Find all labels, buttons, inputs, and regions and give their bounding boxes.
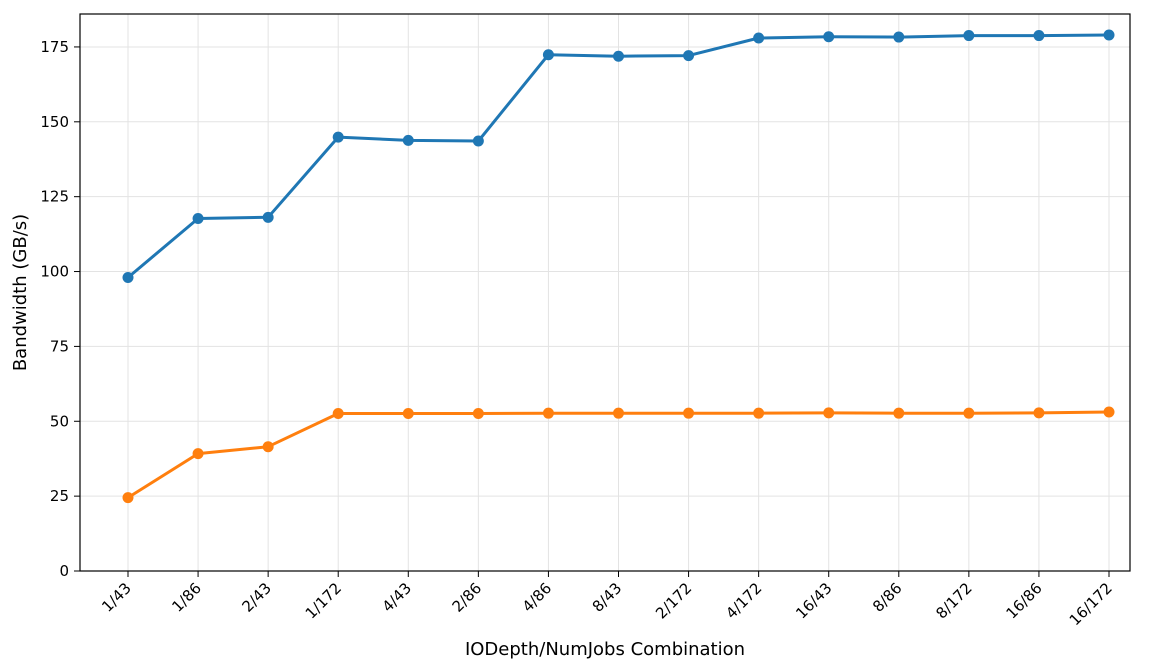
x-tick-label: 8/172 [932, 579, 975, 622]
data-point [332, 131, 344, 143]
y-axis: 0 25 50 75 100 125 150 175 [40, 38, 80, 580]
x-tick-label: 8/43 [589, 579, 626, 616]
data-point [613, 407, 624, 419]
x-tick-label: 1/172 [302, 579, 345, 622]
series-layer [122, 29, 1115, 504]
x-tick-label: 8/86 [869, 579, 906, 616]
data-point [122, 492, 134, 504]
x-tick-label: 16/43 [792, 579, 835, 622]
data-point [823, 31, 835, 43]
data-point [122, 272, 134, 284]
grid-lines [80, 14, 1130, 572]
x-tick-label: 16/172 [1066, 579, 1116, 629]
x-tick-label: 1/43 [98, 579, 135, 616]
data-point [192, 448, 204, 460]
x-axis: 1/43 1/86 2/43 1/172 4/43 2/86 4/86 8/43 2/172 4/… [98, 571, 1116, 629]
data-point [613, 50, 624, 62]
y-tick-label: 125 [40, 188, 69, 206]
data-point [262, 211, 274, 223]
data-point [683, 407, 695, 419]
data-point [1033, 407, 1045, 419]
data-point [1033, 30, 1045, 42]
x-tick-label: 2/172 [652, 579, 695, 622]
y-tick-label: 50 [50, 412, 69, 430]
y-axis-label: Bandwidth (GB/s) [10, 214, 31, 371]
data-point [472, 135, 484, 147]
data-point [963, 30, 975, 42]
series-1 [122, 29, 1115, 284]
y-tick-label: 150 [40, 113, 69, 131]
data-point [683, 50, 695, 62]
data-point [753, 32, 765, 44]
data-point [262, 441, 274, 453]
data-point [1103, 406, 1115, 418]
x-tick-label: 4/86 [519, 579, 556, 616]
series-2 [122, 406, 1115, 504]
x-tick-label: 2/43 [238, 579, 275, 616]
data-point [963, 407, 975, 419]
data-point [893, 407, 905, 419]
y-tick-label: 0 [59, 562, 69, 580]
y-tick-label: 25 [50, 487, 69, 505]
data-point [1103, 29, 1115, 41]
x-tick-label: 1/86 [168, 579, 205, 616]
plot-frame [79, 13, 1131, 572]
x-tick-label: 16/86 [1002, 579, 1045, 622]
data-point [823, 407, 835, 419]
y-tick-label: 75 [50, 337, 69, 355]
y-tick-label: 100 [40, 263, 69, 281]
data-point [402, 134, 414, 146]
data-point [402, 407, 414, 419]
data-point [472, 407, 484, 419]
x-axis-label: IODepth/NumJobs Combination [465, 639, 745, 660]
x-tick-label: 2/86 [449, 579, 486, 616]
x-tick-label: 4/172 [722, 579, 765, 622]
x-tick-label: 4/43 [379, 579, 416, 616]
data-point [192, 213, 204, 225]
data-point [893, 31, 905, 43]
data-point [542, 407, 554, 419]
data-point [753, 407, 765, 419]
data-point [542, 49, 554, 61]
data-point [332, 407, 344, 419]
y-tick-label: 175 [40, 38, 69, 56]
